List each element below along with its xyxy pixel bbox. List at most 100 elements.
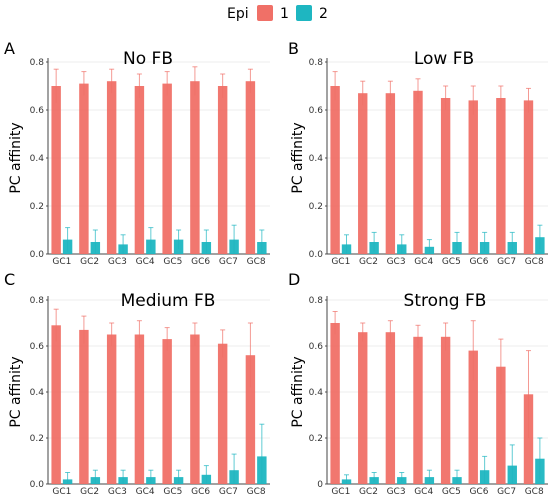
legend-label-2: 2 xyxy=(319,6,328,22)
x-tick-label: GC6 xyxy=(191,487,210,497)
x-tick-label: GC1 xyxy=(331,257,350,267)
y-axis-label: PC affinity xyxy=(8,356,24,427)
legend-title: Epi xyxy=(227,6,249,22)
x-tick-label: GC6 xyxy=(191,257,210,267)
y-tick-label: 0.2 xyxy=(30,434,44,444)
x-tick-label: GC2 xyxy=(359,257,378,267)
y-tick-label: 0.2 xyxy=(30,202,44,212)
bar-gc5-epi1 xyxy=(440,98,451,254)
panel-letter: B xyxy=(288,39,299,58)
panel-d: 0 0.2 0.4 0.6 0.8 GC1 GC2 GC3 GC4 GC5 GC6 GC7 GC8 PC … xyxy=(288,270,548,497)
x-tick-label: GC7 xyxy=(219,257,238,267)
y-tick-label: 0.4 xyxy=(30,154,45,164)
x-tick-label: GC3 xyxy=(108,487,127,497)
x-tick-label: GC3 xyxy=(387,487,406,497)
bar-gc3-epi1 xyxy=(385,332,396,484)
legend-swatch-1 xyxy=(257,5,273,21)
x-tick-label: GC8 xyxy=(525,257,544,267)
x-tick-label: GC6 xyxy=(469,487,488,497)
y-tick-label: 0.8 xyxy=(309,296,324,306)
bar-gc7-epi1 xyxy=(217,86,228,254)
bar-gc3-epi1 xyxy=(106,81,117,254)
x-tick-label: GC2 xyxy=(80,487,99,497)
y-axis-label: PC affinity xyxy=(290,356,306,427)
y-tick-label: 0.6 xyxy=(309,342,324,352)
y-tick-label: 0.4 xyxy=(309,154,324,164)
bar-gc6-epi1 xyxy=(190,334,200,484)
y-tick-label: 0.6 xyxy=(30,106,45,116)
bar-gc2-epi1 xyxy=(358,332,368,484)
bar-gc8-epi1 xyxy=(523,394,534,484)
y-tick-label: 0.4 xyxy=(30,388,45,398)
panel-title: Strong FB xyxy=(404,291,487,311)
bar-gc4-epi1 xyxy=(413,336,423,484)
x-tick-label: GC8 xyxy=(247,257,266,267)
y-tick-label: 0.2 xyxy=(309,202,323,212)
y-tick-label: 0.8 xyxy=(30,296,45,306)
bar-gc8-epi1 xyxy=(245,81,256,254)
bar-gc1-epi1 xyxy=(330,86,340,254)
bar-gc3-epi1 xyxy=(385,93,396,254)
x-tick-label: GC4 xyxy=(136,257,155,267)
bar-gc6-epi1 xyxy=(190,81,200,254)
panel-b: 0.0 0.2 0.4 0.6 0.8 GC1 GC2 GC3 GC4 GC5 GC6 GC7 GC8 P… xyxy=(288,39,548,267)
bar-gc5-epi1 xyxy=(162,83,172,254)
x-tick-label: GC5 xyxy=(163,257,182,267)
x-tick-label: GC4 xyxy=(414,487,433,497)
x-tick-label: GC1 xyxy=(331,487,350,497)
x-tick-label: GC3 xyxy=(108,257,127,267)
panel-a: 0.0 0.2 0.4 0.6 0.8 GC1 GC2 GC3 GC4 GC5 GC6 GC7 GC8 P… xyxy=(4,39,270,267)
bar-gc7-epi1 xyxy=(496,98,506,254)
x-tick-label: GC3 xyxy=(387,257,406,267)
x-tick-label: GC6 xyxy=(469,257,488,267)
legend-label-1: 1 xyxy=(280,6,289,22)
bar-gc2-epi1 xyxy=(79,329,89,484)
y-tick-label: 0.0 xyxy=(30,480,45,490)
bar-gc1-epi1 xyxy=(330,323,340,484)
bar-gc2-epi1 xyxy=(358,93,368,254)
y-tick-label: 0.6 xyxy=(30,342,45,352)
x-tick-label: GC7 xyxy=(219,487,238,497)
panel-letter: D xyxy=(288,270,300,289)
bar-gc6-epi1 xyxy=(468,100,478,255)
y-tick-label: 0.2 xyxy=(309,434,323,444)
x-tick-label: GC8 xyxy=(247,487,266,497)
x-tick-label: GC5 xyxy=(163,487,182,497)
x-tick-label: GC2 xyxy=(80,257,99,267)
bar-gc1-epi1 xyxy=(51,325,61,484)
x-tick-label: GC7 xyxy=(497,257,516,267)
bar-gc7-epi1 xyxy=(496,366,506,484)
y-tick-label: 0.6 xyxy=(309,106,324,116)
bar-gc3-epi1 xyxy=(106,334,117,484)
x-tick-label: GC5 xyxy=(442,257,461,267)
bar-gc4-epi1 xyxy=(134,334,145,484)
bar-gc6-epi1 xyxy=(468,350,478,484)
panel-title: Low FB xyxy=(414,49,474,69)
y-tick-label: 0.4 xyxy=(309,388,324,398)
y-tick-label: 0.8 xyxy=(309,58,324,68)
y-tick-label: 0 xyxy=(317,480,323,490)
bar-gc5-epi1 xyxy=(440,336,451,484)
legend: Epi 1 2 xyxy=(227,5,328,22)
y-axis-label: PC affinity xyxy=(290,122,306,193)
x-tick-label: GC1 xyxy=(52,487,71,497)
bar-gc1-epi1 xyxy=(51,86,61,254)
panel-title: No FB xyxy=(123,49,173,69)
panel-letter: C xyxy=(4,270,15,289)
x-tick-label: GC2 xyxy=(359,487,378,497)
x-tick-label: GC4 xyxy=(136,487,155,497)
bar-gc8-epi1 xyxy=(523,100,534,255)
x-tick-label: GC4 xyxy=(414,257,433,267)
bar-gc4-epi1 xyxy=(134,86,145,254)
panel-c: 0.0 0.2 0.4 0.6 0.8 GC1 GC2 GC3 GC4 GC5 GC6 GC7 GC8 P… xyxy=(4,270,270,497)
bar-gc2-epi1 xyxy=(79,83,89,254)
panel-title: Medium FB xyxy=(121,291,216,311)
bar-gc7-epi1 xyxy=(217,343,228,484)
x-tick-label: GC5 xyxy=(442,487,461,497)
x-tick-label: GC1 xyxy=(52,257,71,267)
bar-gc4-epi1 xyxy=(413,90,423,254)
bar-gc8-epi1 xyxy=(245,355,256,484)
y-tick-label: 0.0 xyxy=(30,250,45,260)
x-tick-label: GC8 xyxy=(525,487,544,497)
